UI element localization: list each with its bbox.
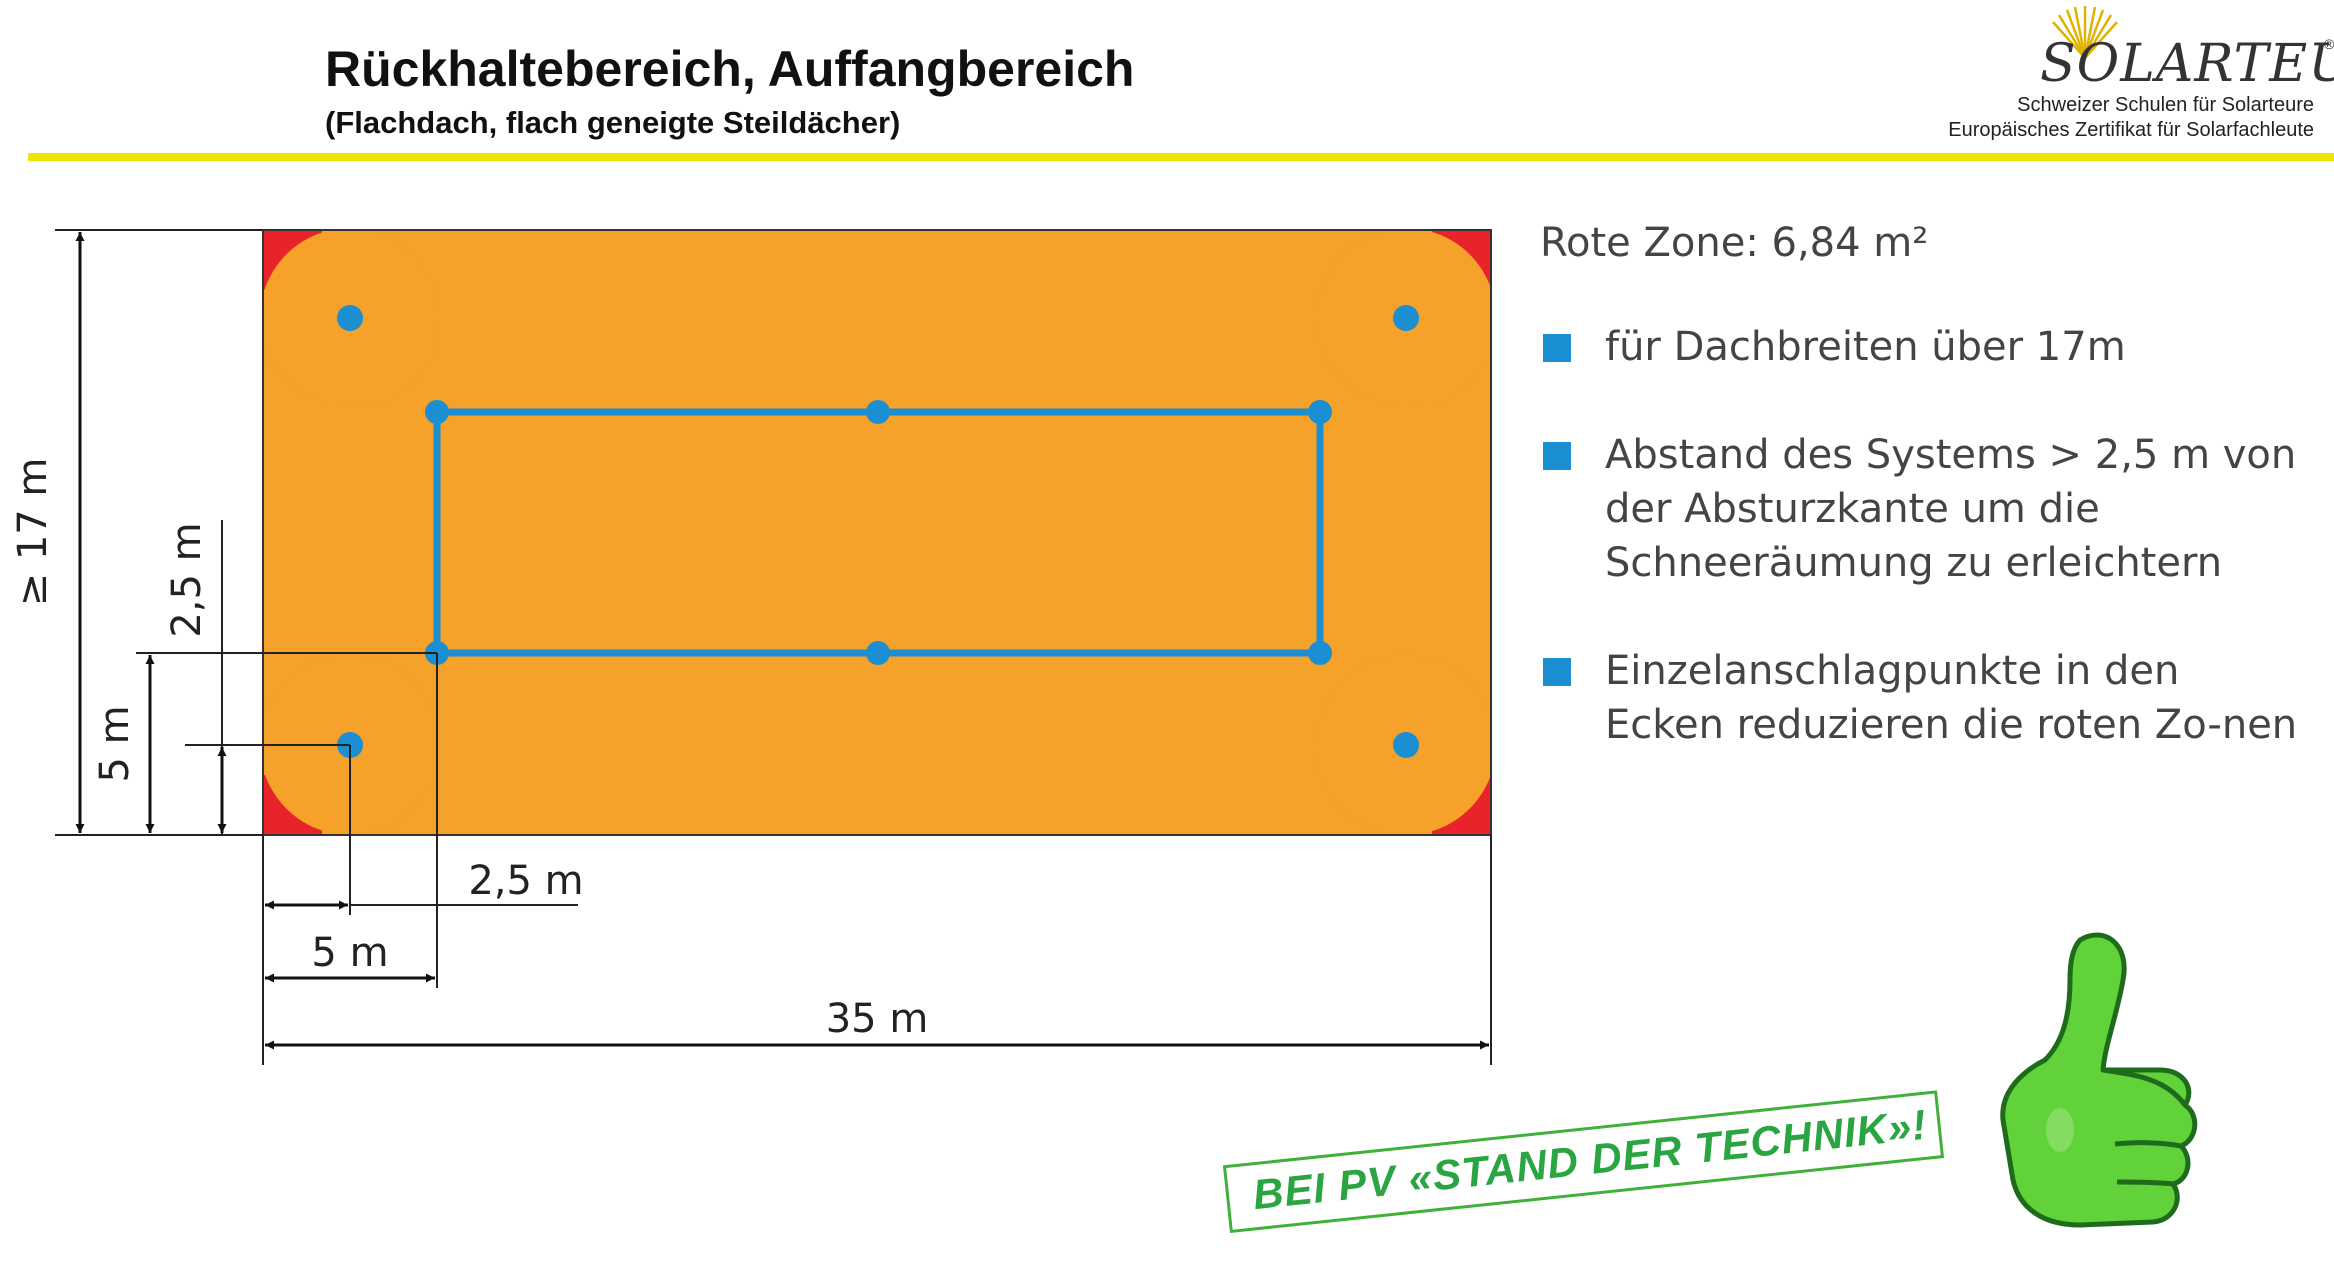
info-panel: Rote Zone: 6,84 m² für Dachbreiten über … [1540, 220, 2300, 806]
corner-anchor-point [1393, 732, 1419, 758]
line-anchor-point [1308, 400, 1332, 424]
label-width-inner: 2,5 m [468, 858, 583, 904]
label-height-outer: 5 m [92, 705, 138, 782]
header-divider [28, 153, 2334, 161]
thumbs-up-icon [2000, 932, 2198, 1228]
line-anchor-point [866, 641, 890, 665]
corner-anchor-point [337, 305, 363, 331]
line-anchor-point [1308, 641, 1332, 665]
logo-tagline-2: Europäisches Zertifikat für Solarfachleu… [1948, 119, 2314, 141]
line-anchor-point [866, 400, 890, 424]
dimension-arrows [75, 232, 1489, 1050]
bullet-item: Abstand des Systems > 2,5 m von der Abst… [1540, 428, 2300, 590]
logo-tagline-1: Schweizer Schulen für Solarteure [2017, 94, 2314, 116]
logo-registered-mark: ® [2324, 36, 2334, 52]
bullet-text: Einzelanschlagpunkte in den Ecken reduzi… [1605, 648, 2298, 748]
corner-anchor-point [1393, 305, 1419, 331]
bullet-text: für Dachbreiten über 17m [1605, 324, 2126, 370]
line-anchor-point [425, 400, 449, 424]
bullet-square-icon [1543, 658, 1571, 686]
red-zone-area: Rote Zone: 6,84 m² [1540, 220, 1929, 266]
solarteur-logo: SOLARTEUR ® Schweizer Schulen für Solart… [1900, 0, 2334, 150]
roof-outline [262, 229, 1492, 836]
label-height-inner: 2,5 m [164, 522, 210, 637]
page-title: Rückhaltebereich, Auffangbereich [325, 41, 1135, 97]
catch-area [263, 230, 1491, 835]
label-width-outer: 5 m [311, 930, 388, 976]
bullet-text: Abstand des Systems > 2,5 m von der Abst… [1605, 432, 2297, 586]
bullet-item: Einzelanschlagpunkte in den Ecken reduzi… [1540, 644, 2300, 752]
label-height-total: ≥ 17 m [10, 458, 56, 607]
bullet-square-icon [1543, 334, 1571, 362]
bullet-square-icon [1543, 442, 1571, 470]
page-subtitle: (Flachdach, flach geneigte Steildächer) [325, 105, 901, 140]
label-width-total: 35 m [826, 996, 929, 1042]
sun-icon [2052, 6, 2118, 59]
logo-wordmark: SOLARTEUR [2040, 34, 2334, 94]
bullet-item: für Dachbreiten über 17m [1540, 320, 2300, 374]
